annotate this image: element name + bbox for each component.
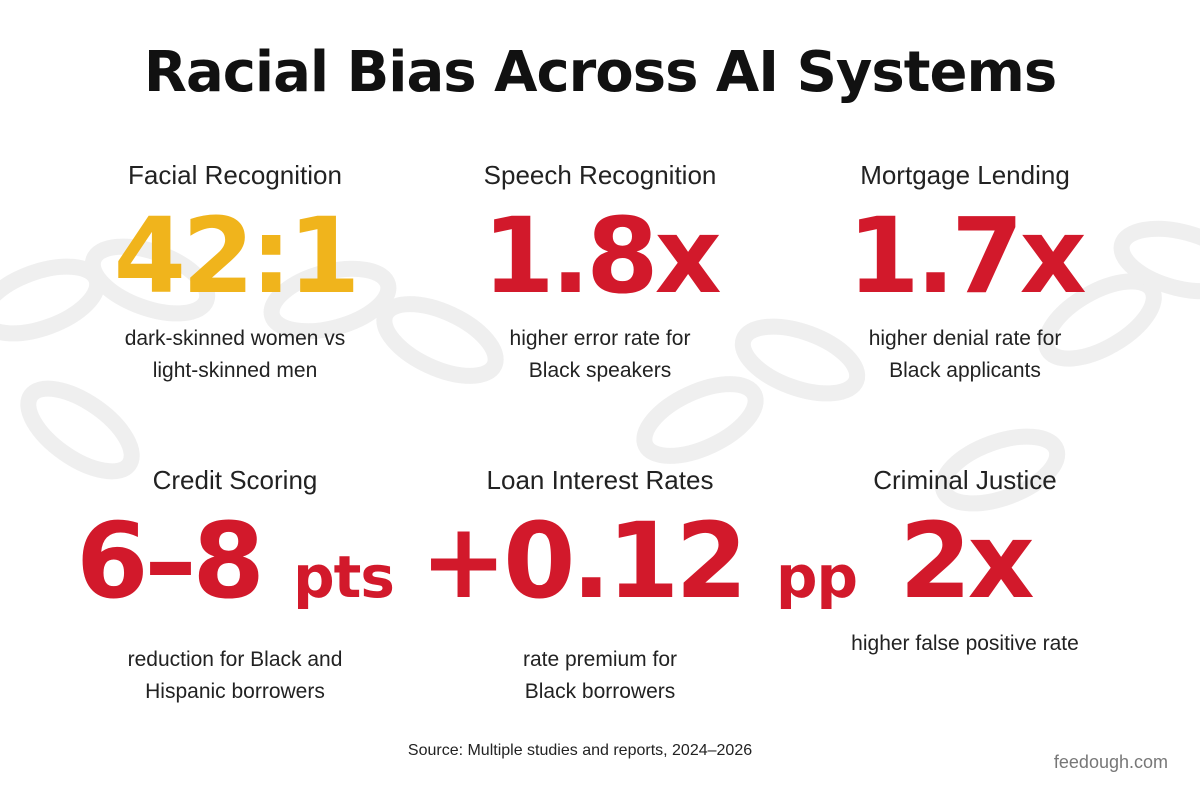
stat-label: Credit Scoring xyxy=(152,465,318,495)
stats-grid: Facial Recognition 42:1 dark-skinned wom… xyxy=(55,155,1145,715)
stat-value: 42:1 xyxy=(113,195,361,317)
stat-value: 6–8 pts xyxy=(76,500,395,622)
stat-description: higher denial rate for Black applicants xyxy=(868,327,1062,382)
stat-label: Loan Interest Rates xyxy=(486,465,714,495)
stat-description: reduction for Black and Hispanic borrowe… xyxy=(127,648,343,703)
page-title: Racial Bias Across AI Systems xyxy=(143,40,1057,105)
stat-loan-interest-rates: Loan Interest Rates +0.12 pp rate premiu… xyxy=(420,460,858,720)
stat-criminal-justice: Criminal Justice 2x higher false positiv… xyxy=(785,460,1145,720)
stat-value: 2x xyxy=(899,500,1034,622)
stat-credit-scoring: Credit Scoring 6–8 pts reduction for Bla… xyxy=(55,460,415,720)
stat-facial-recognition: Facial Recognition 42:1 dark-skinned wom… xyxy=(55,155,415,415)
stat-description: higher false positive rate xyxy=(851,632,1079,655)
stat-value: 1.7x xyxy=(847,195,1086,317)
stat-description: rate premium for Black borrowers xyxy=(522,648,678,703)
stat-label: Criminal Justice xyxy=(873,465,1057,495)
stat-value: 1.8x xyxy=(482,195,721,317)
stat-mortgage-lending: Mortgage Lending 1.7x higher denial rate… xyxy=(785,155,1145,415)
stat-value: +0.12 pp xyxy=(420,500,858,622)
stat-description: dark-skinned women vs light-skinned men xyxy=(124,327,346,382)
stat-label: Speech Recognition xyxy=(483,160,717,190)
site-watermark: feedough.com xyxy=(1053,752,1168,772)
source-note: Source: Multiple studies and reports, 20… xyxy=(407,742,753,759)
stat-speech-recognition: Speech Recognition 1.8x higher error rat… xyxy=(420,155,780,415)
stat-label: Facial Recognition xyxy=(128,160,342,190)
stat-description: higher error rate for Black speakers xyxy=(509,327,691,382)
stat-label: Mortgage Lending xyxy=(860,160,1070,190)
